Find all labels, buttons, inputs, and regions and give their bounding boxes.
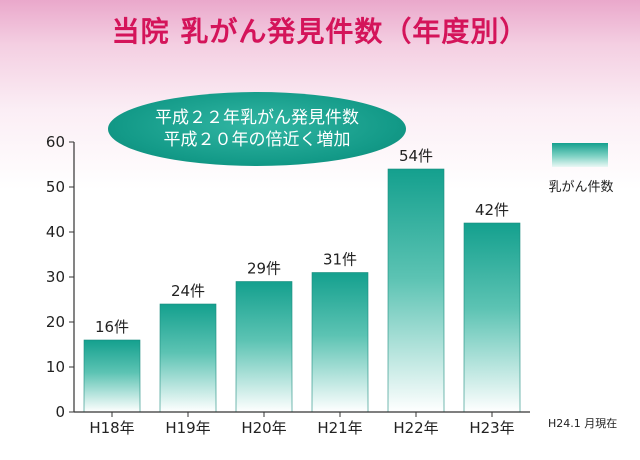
callout-line-2: 平成２０年の倍近く増加	[163, 130, 351, 150]
legend-label: 乳がん件数	[548, 180, 614, 195]
data-labels: 16件 24件 29件 31件 54件 42件	[95, 147, 509, 336]
bar-value-label: 54件	[399, 147, 433, 165]
x-tick-label: H23年	[469, 419, 514, 437]
highlight-callout: 平成２２年乳がん発見件数 平成２０年の倍近く増加	[108, 92, 406, 166]
x-tick-label: H20年	[241, 419, 286, 437]
bar	[159, 303, 217, 413]
y-tick-label: 60	[46, 133, 65, 151]
y-axis: 0 10 20 30 40 50 60	[46, 133, 75, 421]
bar-value-label: 16件	[95, 318, 129, 336]
y-tick-label: 20	[46, 313, 65, 331]
bar-value-label: 42件	[475, 201, 509, 219]
x-tick-label: H19年	[165, 419, 210, 437]
bar-value-label: 29件	[247, 260, 281, 278]
x-tick-label: H22年	[393, 419, 438, 437]
y-tick-label: 30	[46, 268, 65, 286]
callout-line-1: 平成２２年乳がん発見件数	[155, 108, 359, 128]
y-tick-label: 40	[46, 223, 65, 241]
y-tick-label: 10	[46, 358, 65, 376]
bar	[235, 281, 293, 413]
x-tick-label: H18年	[89, 419, 134, 437]
bar-value-label: 24件	[171, 282, 205, 300]
chart-title: 当院 乳がん発見件数（年度別）	[111, 15, 529, 48]
bar-value-label: 31件	[323, 251, 357, 269]
x-axis: H18年 H19年 H20年 H21年 H22年 H23年	[74, 411, 530, 437]
bar	[83, 339, 141, 413]
as-of-note: H24.1 月現在	[548, 417, 618, 430]
bar	[463, 222, 521, 413]
y-tick-label: 50	[46, 178, 65, 196]
bar	[311, 272, 369, 413]
legend-swatch	[552, 143, 608, 167]
x-tick-label: H21年	[317, 419, 362, 437]
bars	[83, 168, 521, 413]
bar	[387, 168, 445, 413]
y-tick-label: 0	[55, 403, 65, 421]
